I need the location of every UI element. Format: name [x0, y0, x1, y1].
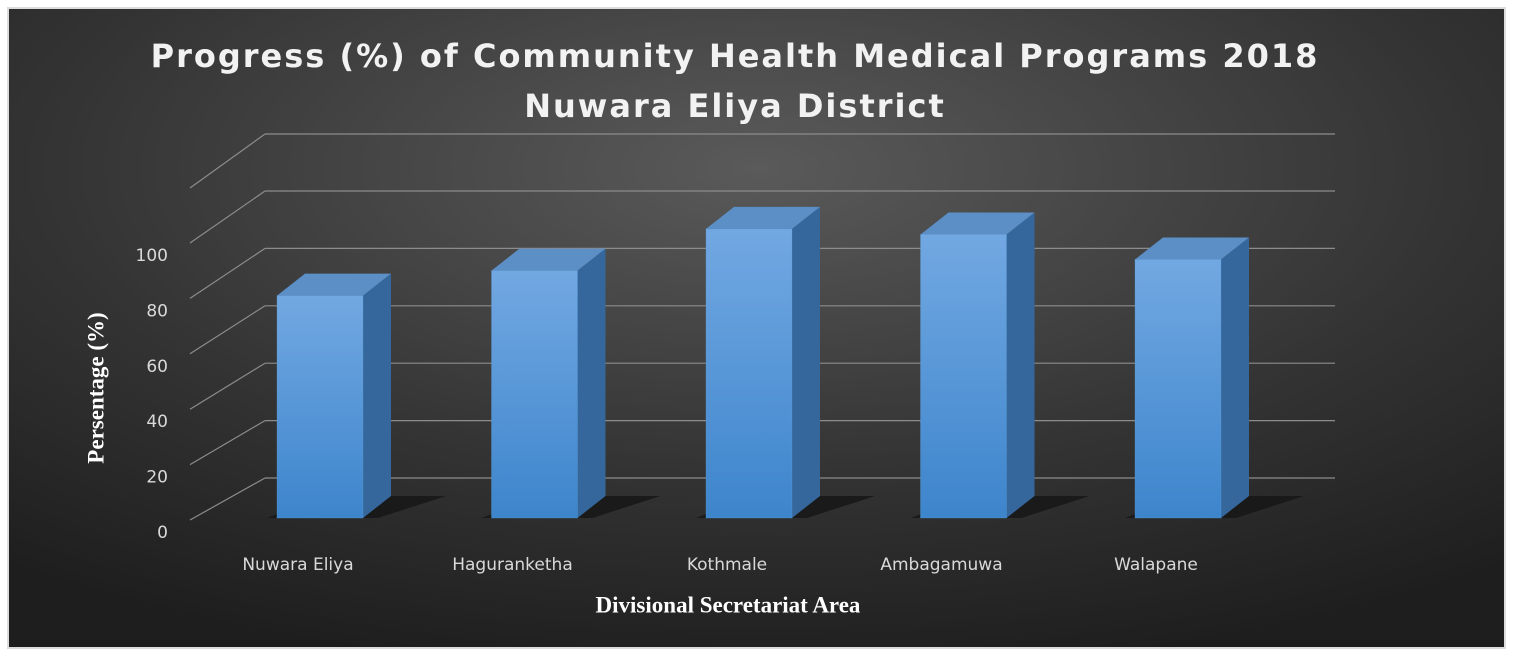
grid-line — [189, 190, 266, 244]
bar — [491, 270, 578, 519]
bar — [705, 228, 793, 519]
grid-line — [189, 305, 266, 355]
x-tick-label: Haguranketha — [452, 555, 573, 575]
bar-top — [1135, 237, 1249, 260]
bar — [920, 233, 1007, 519]
bar-side — [577, 248, 606, 518]
y-tick-label: 60 — [146, 357, 168, 377]
bar-top — [706, 206, 820, 229]
chart-title: Progress (%) of Community Health Medical… — [151, 37, 1320, 75]
y-tick-label: 100 — [136, 246, 168, 266]
grid-line — [189, 362, 266, 410]
y-tick-label: 40 — [146, 412, 168, 432]
bar-top — [491, 248, 606, 271]
x-axis-label: Divisional Secretariat Area — [596, 592, 861, 617]
grid-line — [189, 247, 266, 299]
bar-side — [1006, 212, 1035, 518]
bar — [1134, 258, 1222, 519]
bar-side — [1221, 237, 1249, 518]
y-tick-label: 0 — [157, 523, 168, 543]
bar-side — [363, 273, 391, 518]
x-tick-label: Walapane — [1114, 555, 1198, 575]
y-tick-label: 20 — [146, 468, 168, 488]
x-tick-label: Ambagamuwa — [880, 555, 1002, 575]
bar-side — [792, 206, 820, 518]
grid-frame — [189, 133, 266, 189]
x-tick-label: Nuwara Eliya — [242, 555, 353, 575]
bar — [276, 295, 364, 519]
x-tick-label: Kothmale — [687, 555, 767, 575]
chart-subtitle: Nuwara Eliya District — [524, 87, 946, 125]
y-axis-label: Persentage (%) — [83, 312, 108, 463]
bar-top — [920, 212, 1035, 235]
bar-top — [277, 273, 391, 296]
y-tick-label: 80 — [146, 301, 168, 321]
grid-line — [189, 420, 266, 466]
grid-line — [189, 477, 266, 521]
